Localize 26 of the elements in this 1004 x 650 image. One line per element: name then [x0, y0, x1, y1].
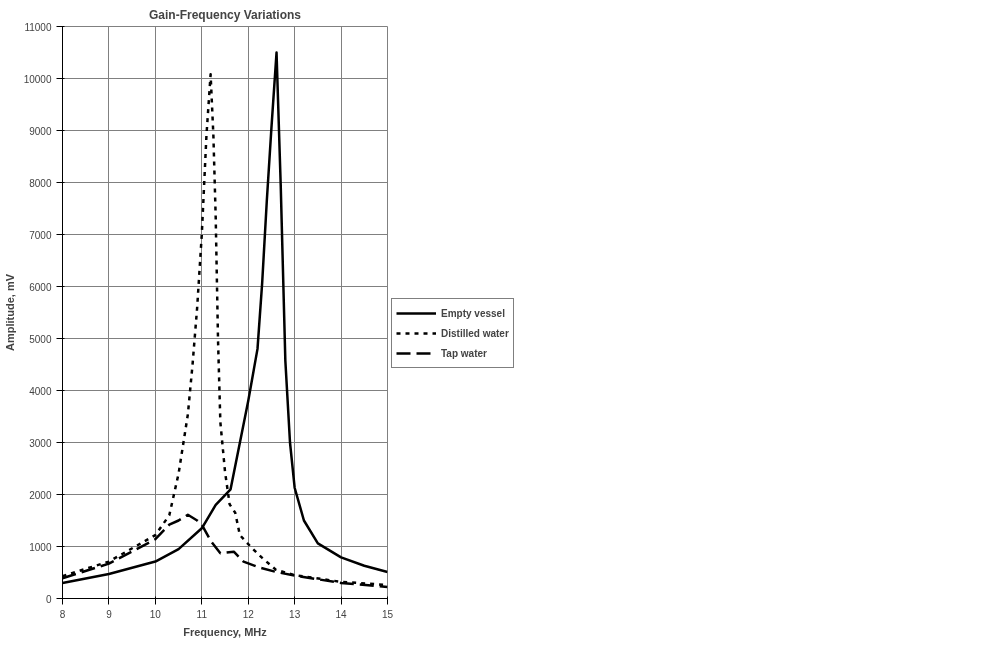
y-tick-label: 7000: [29, 229, 52, 241]
x-tick-label: 14: [335, 608, 348, 620]
y-tick-label: 2000: [29, 489, 52, 501]
y-tick-label: 6000: [29, 281, 52, 293]
y-axis-title: Amplitude, mV: [3, 273, 16, 351]
y-tick-label: 5000: [29, 333, 52, 345]
legend-label: Tap water: [441, 347, 487, 359]
legend-label: Distilled water: [441, 327, 509, 339]
y-tick-label: 10000: [23, 73, 52, 85]
x-tick-label: 11: [196, 608, 208, 620]
x-tick-label: 9: [106, 608, 113, 620]
x-tick-label: 10: [149, 608, 162, 620]
legend-label: Empty vessel: [441, 307, 505, 319]
y-tick-label: 11000: [24, 21, 52, 33]
x-tick-label: 15: [381, 608, 394, 620]
x-tick-label: 8: [59, 608, 66, 620]
y-tick-label: 4000: [29, 385, 52, 397]
x-tick-label: 12: [242, 608, 255, 620]
x-tick-label: 13: [289, 608, 301, 620]
y-tick-label: 8000: [29, 177, 52, 189]
chart-title: Gain-Frequency Variations: [148, 7, 302, 22]
y-tick-label: 3000: [29, 437, 52, 449]
x-axis-title: Frequency, MHz: [183, 625, 268, 638]
y-tick-label: 0: [45, 593, 52, 605]
y-tick-label: 9000: [29, 125, 52, 137]
y-tick-label: 1000: [29, 541, 52, 553]
